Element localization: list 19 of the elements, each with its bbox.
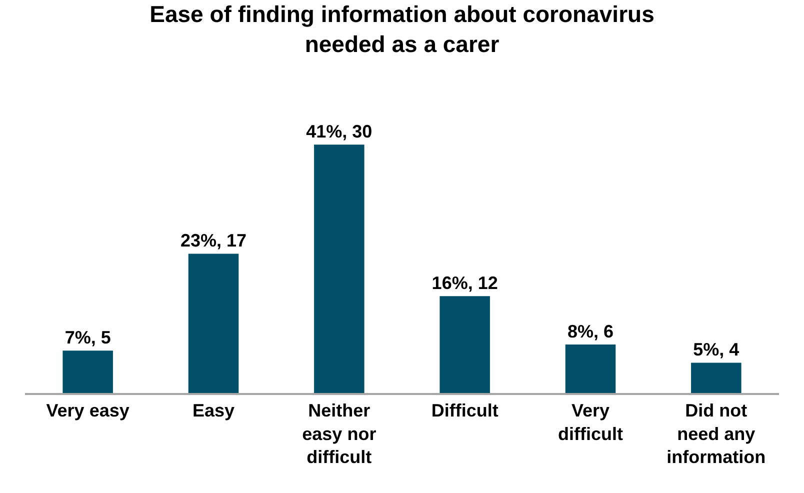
data-label: 7%, 5 (64, 328, 111, 348)
bar (62, 350, 113, 393)
chart-title: Ease of finding information about coronavirus needed as a carer (150, 1, 654, 58)
data-label: 5%, 4 (693, 340, 740, 360)
data-label: 41%, 30 (306, 122, 372, 142)
data-label: 8%, 6 (567, 322, 614, 342)
x-tick-label: Very easy (46, 400, 130, 420)
bar (440, 296, 490, 393)
bar (314, 144, 364, 393)
bar (565, 344, 616, 393)
data-label: 16%, 12 (432, 273, 498, 294)
data-label: 23%, 17 (180, 230, 247, 251)
bar (188, 254, 239, 393)
x-tick-label: Neither easy nor difficult (302, 400, 376, 468)
x-tick-label: Did not need any information (666, 400, 766, 468)
bar (691, 362, 742, 393)
x-tick-label: Easy (192, 400, 235, 420)
x-tick-label: Very difficult (558, 400, 623, 444)
x-tick-label: Difficult (431, 400, 498, 420)
